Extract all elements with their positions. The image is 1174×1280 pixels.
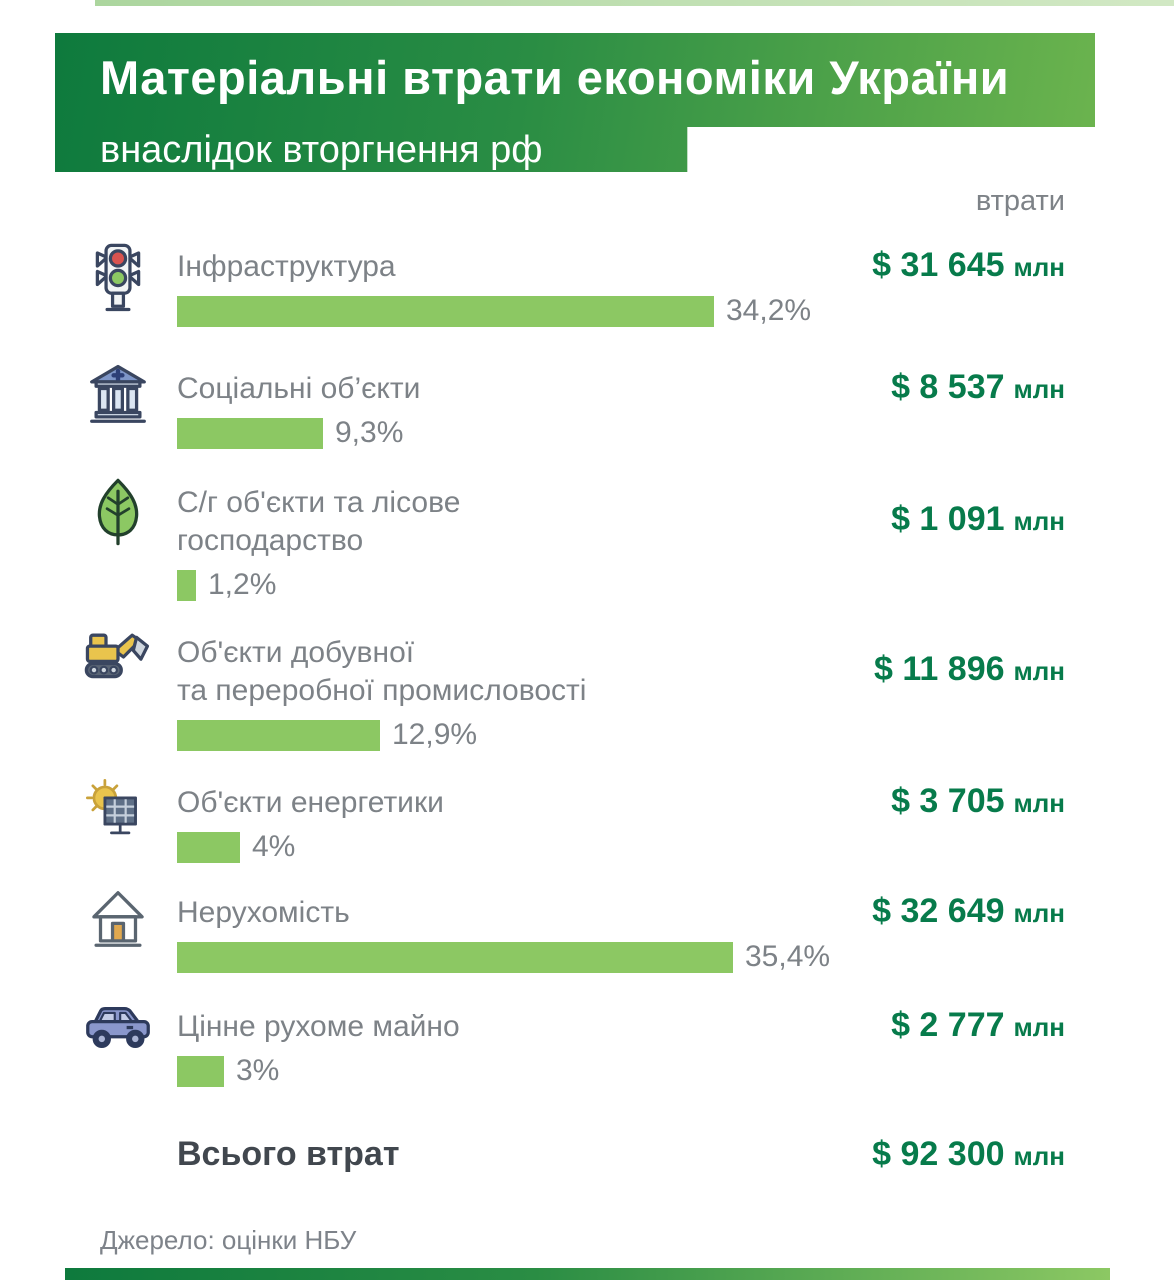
category-label: Нерухомість [177, 896, 350, 929]
bar-line: 9,3% [177, 416, 420, 450]
bar-percent: 1,2% [208, 568, 277, 601]
row-content: Соціальні об’єкти 9,3% [177, 362, 420, 450]
row-content: Нерухомість 35,4% [177, 886, 830, 974]
loss-unit: млн [1013, 788, 1065, 818]
loss-amount: $ 1 091 [891, 500, 1005, 538]
bar-line: 4% [177, 830, 444, 864]
loss-unit: млн [1013, 506, 1065, 536]
bar-line: 1,2% [177, 568, 460, 602]
loss-unit: млн [1013, 252, 1065, 282]
header-banner: Матеріальні втрати економіки України вна… [55, 33, 1095, 172]
leaf-icon [78, 476, 158, 556]
loss-amount: $ 11 896 [874, 650, 1005, 688]
bar [177, 417, 323, 449]
bar-line: 3% [177, 1054, 460, 1088]
bar-line: 12,9% [177, 718, 586, 752]
category-label: Цінне рухоме майно [177, 1010, 460, 1043]
loss-unit: млн [1013, 374, 1065, 404]
total-label: Всього втрат [177, 1135, 400, 1173]
loss-value: $ 31 645 млн [872, 246, 1065, 285]
bar-percent: 4% [252, 830, 296, 863]
car-icon [78, 1000, 158, 1080]
loss-amount: $ 3 705 [891, 782, 1005, 820]
bar-percent: 35,4% [745, 940, 831, 973]
bar-line: 35,4% [177, 940, 830, 974]
loss-amount: $ 32 649 [872, 892, 1005, 930]
bar-percent: 34,2% [726, 294, 812, 327]
loss-unit: млн [1013, 656, 1065, 686]
loss-value: $ 32 649 млн [872, 892, 1065, 931]
loss-value: $ 1 091 млн [891, 500, 1065, 539]
row-content: С/г об'єкти та лісове господарство 1,2% [177, 476, 460, 602]
loss-value: $ 11 896 млн [874, 650, 1065, 689]
row-content: Об'єкти енергетики 4% [177, 776, 444, 864]
top-edge-strip [95, 0, 1174, 6]
loss-amount: $ 31 645 [872, 246, 1005, 284]
solar-panel-icon [78, 776, 158, 856]
loss-unit: млн [1013, 898, 1065, 928]
loss-value: $ 3 705 млн [891, 782, 1065, 821]
total-unit: млн [1013, 1141, 1065, 1171]
loss-amount: $ 8 537 [891, 368, 1005, 406]
category-label: Об'єкти добувної та переробної промислов… [177, 636, 587, 707]
bar [177, 719, 380, 751]
traffic-light-icon [78, 240, 158, 320]
category-label: С/г об'єкти та лісове господарство [177, 486, 461, 557]
source-note: Джерело: оцінки НБУ [100, 1225, 357, 1255]
loss-amount: $ 2 777 [891, 1006, 1005, 1044]
category-label: Інфраструктура [177, 250, 396, 283]
house-icon [78, 886, 158, 966]
row-content: Інфраструктура 34,2% [177, 240, 811, 328]
total-amount: $ 92 300 [872, 1135, 1005, 1173]
total-row: Всього втрат $ 92 300 млн [177, 1135, 1065, 1174]
bar-percent: 3% [236, 1054, 280, 1087]
bar [177, 1055, 224, 1087]
bar-percent: 12,9% [392, 718, 478, 751]
page-title: Матеріальні втрати економіки України [100, 51, 1010, 104]
total-value: $ 92 300 млн [872, 1135, 1065, 1174]
loss-value: $ 8 537 млн [891, 368, 1065, 407]
row-content: Цінне рухоме майно 3% [177, 1000, 460, 1088]
bar [177, 295, 714, 327]
loss-value: $ 2 777 млн [891, 1006, 1065, 1045]
bar [177, 941, 733, 973]
row-content: Об'єкти добувної та переробної промислов… [177, 626, 586, 752]
social-building-icon [78, 362, 158, 442]
bar [177, 569, 196, 601]
excavator-icon [78, 626, 158, 706]
bar-line: 34,2% [177, 294, 811, 328]
category-label: Соціальні об’єкти [177, 372, 421, 405]
bar [177, 831, 240, 863]
page-subtitle: внаслідок вторгнення рф [100, 129, 543, 171]
bar-percent: 9,3% [335, 416, 404, 449]
loss-unit: млн [1013, 1012, 1065, 1042]
losses-column-label: втрати [975, 185, 1065, 217]
bottom-accent-bar [65, 1268, 1110, 1280]
category-label: Об'єкти енергетики [177, 786, 444, 819]
